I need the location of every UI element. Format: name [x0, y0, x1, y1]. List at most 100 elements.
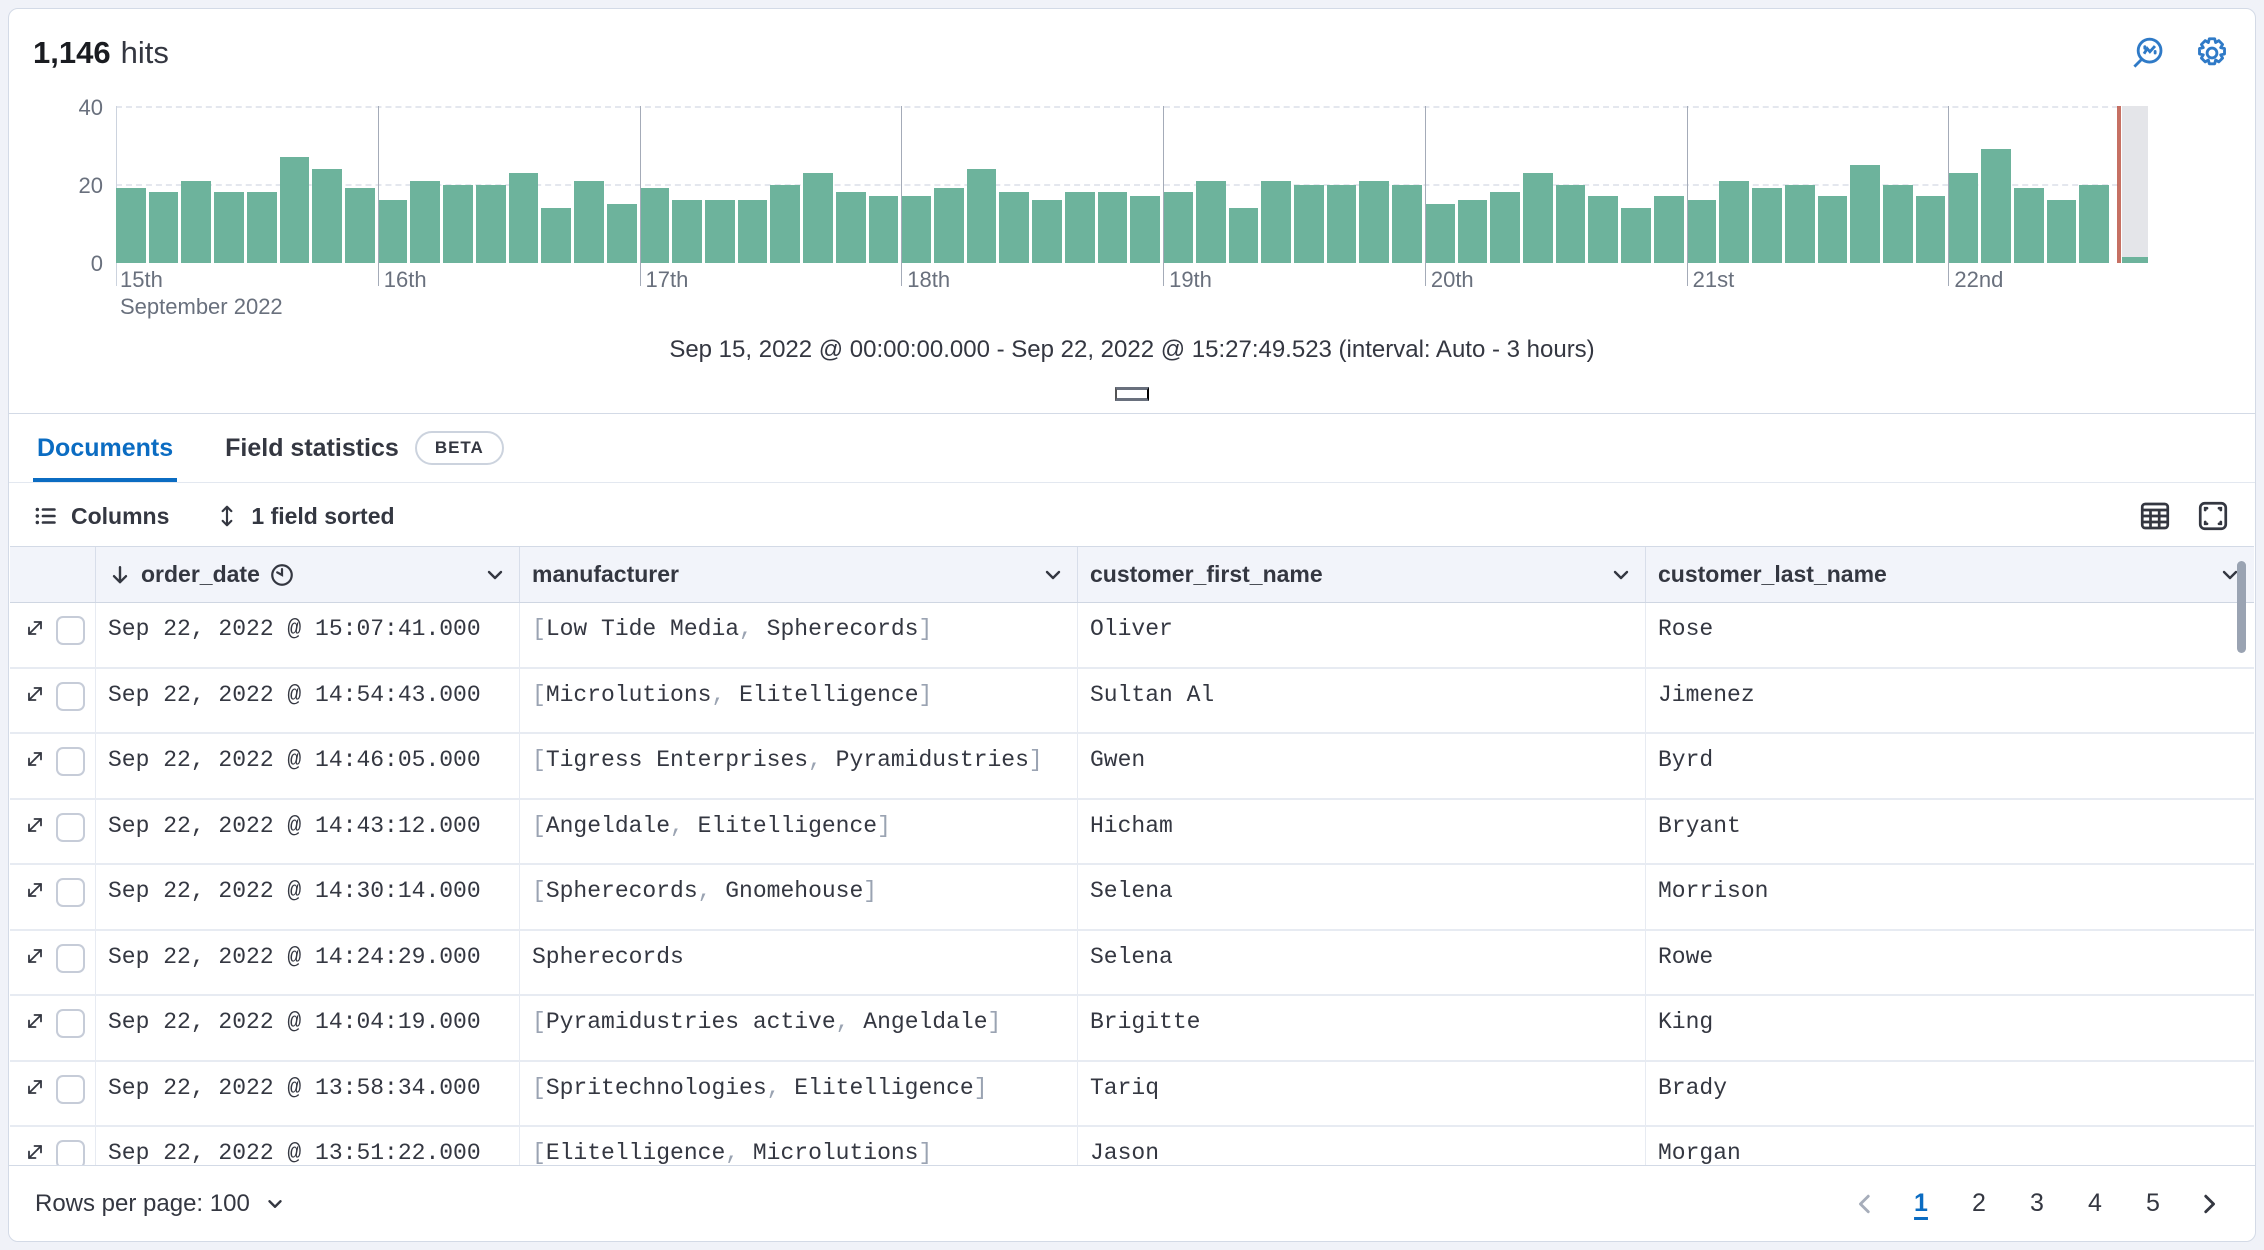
column-header-order_date[interactable]: order_date — [96, 547, 520, 602]
chevron-down-icon[interactable] — [2218, 563, 2242, 587]
expand-row-button[interactable] — [22, 747, 48, 773]
next-page-button[interactable] — [2189, 1182, 2229, 1226]
histogram-bar[interactable] — [1261, 180, 1291, 263]
histogram-plot[interactable] — [116, 106, 2148, 286]
histogram-bar[interactable] — [246, 192, 277, 263]
histogram-bar[interactable] — [1293, 184, 1324, 263]
chart-resize-handle[interactable] — [1115, 387, 1149, 401]
histogram-bar[interactable] — [2046, 200, 2077, 263]
expand-row-button[interactable] — [22, 813, 48, 839]
histogram-bar[interactable] — [1686, 200, 1717, 263]
histogram-bar[interactable] — [606, 204, 637, 263]
page-button-1[interactable]: 1 — [1899, 1182, 1943, 1226]
histogram-bar[interactable] — [2079, 184, 2109, 263]
histogram-bar[interactable] — [1457, 200, 1488, 263]
histogram-bar[interactable] — [835, 192, 866, 263]
row-checkbox[interactable] — [56, 1074, 85, 1104]
histogram-bar[interactable] — [475, 184, 506, 263]
chevron-down-icon[interactable] — [1609, 563, 1633, 587]
histogram-bar[interactable] — [1850, 164, 1880, 263]
row-checkbox[interactable] — [56, 616, 85, 645]
chart-options-button[interactable] — [2189, 30, 2235, 76]
column-header-customer_first_name[interactable]: customer_first_name — [1078, 547, 1646, 602]
row-checkbox[interactable] — [56, 943, 85, 973]
histogram-bar[interactable] — [803, 172, 833, 263]
histogram-bar[interactable] — [181, 180, 212, 263]
row-checkbox[interactable] — [56, 878, 85, 907]
histogram-bar[interactable] — [639, 188, 670, 263]
histogram-bar[interactable] — [868, 196, 899, 263]
vertical-scrollbar[interactable] — [2237, 561, 2246, 653]
histogram-bar[interactable] — [1915, 196, 1946, 263]
histogram-bar[interactable] — [1064, 192, 1095, 263]
histogram-bar[interactable] — [574, 180, 604, 263]
histogram-bar[interactable] — [1359, 180, 1390, 263]
fullscreen-button[interactable] — [2191, 494, 2235, 538]
histogram-bar[interactable] — [2013, 188, 2044, 263]
histogram-bar[interactable] — [1752, 188, 1782, 263]
histogram-bar[interactable] — [1653, 196, 1684, 263]
histogram-bar[interactable] — [966, 168, 997, 263]
histogram-bar[interactable] — [1228, 208, 1259, 263]
row-checkbox[interactable] — [56, 681, 85, 711]
histogram-bar[interactable] — [1326, 184, 1357, 263]
page-button-4[interactable]: 4 — [2073, 1182, 2117, 1226]
histogram-bar[interactable] — [770, 184, 801, 263]
row-checkbox[interactable] — [56, 812, 85, 842]
histogram-bar[interactable] — [1719, 180, 1750, 263]
histogram-bar[interactable] — [214, 192, 244, 263]
histogram-bar[interactable] — [934, 188, 964, 263]
previous-page-button[interactable] — [1845, 1182, 1885, 1226]
chevron-down-icon[interactable] — [1041, 563, 1065, 587]
expand-row-button[interactable] — [22, 878, 48, 904]
histogram-bar[interactable] — [1163, 192, 1193, 263]
expand-row-button[interactable] — [22, 1140, 48, 1166]
histogram-bar[interactable] — [1097, 192, 1128, 263]
histogram-bar[interactable] — [279, 157, 310, 263]
histogram-bar[interactable] — [704, 200, 735, 263]
rows-per-page-button[interactable]: Rows per page: 100 — [35, 1190, 286, 1218]
page-button-5[interactable]: 5 — [2131, 1182, 2175, 1226]
row-checkbox[interactable] — [56, 747, 85, 776]
expand-row-button[interactable] — [22, 616, 48, 642]
histogram-bar[interactable] — [1195, 180, 1226, 263]
inspect-button[interactable] — [2125, 30, 2171, 76]
histogram-bar[interactable] — [1490, 192, 1520, 263]
histogram-bar[interactable] — [1032, 200, 1062, 263]
histogram-bar[interactable] — [901, 196, 932, 263]
histogram-bar[interactable] — [672, 200, 702, 263]
column-header-customer_last_name[interactable]: customer_last_name — [1646, 547, 2254, 602]
histogram-bar[interactable] — [1948, 172, 1979, 263]
row-checkbox[interactable] — [56, 1009, 85, 1038]
histogram-bar[interactable] — [508, 172, 539, 263]
histogram-bar[interactable] — [1424, 204, 1455, 263]
histogram-bar[interactable] — [1621, 208, 1651, 263]
columns-button[interactable]: Columns — [33, 503, 169, 530]
histogram-bar[interactable] — [1817, 196, 1848, 263]
page-button-3[interactable]: 3 — [2015, 1182, 2059, 1226]
histogram-bar[interactable] — [116, 188, 146, 263]
display-options-button[interactable] — [2133, 494, 2177, 538]
histogram-bar[interactable] — [1784, 184, 1815, 263]
histogram-bar[interactable] — [377, 200, 408, 263]
histogram-bar[interactable] — [541, 208, 572, 263]
histogram-bar[interactable] — [1392, 184, 1422, 263]
histogram-bar[interactable] — [148, 192, 179, 263]
histogram-bar[interactable] — [1523, 172, 1553, 263]
histogram-bar[interactable] — [1130, 196, 1161, 263]
histogram-bar[interactable] — [999, 192, 1030, 263]
page-button-2[interactable]: 2 — [1957, 1182, 2001, 1226]
expand-row-button[interactable] — [22, 944, 48, 970]
column-header-manufacturer[interactable]: manufacturer — [520, 547, 1078, 602]
expand-row-button[interactable] — [22, 1075, 48, 1101]
histogram-bar[interactable] — [1588, 196, 1619, 263]
histogram-bar[interactable] — [410, 180, 441, 263]
expand-row-button[interactable] — [22, 682, 48, 708]
histogram-bar[interactable] — [1555, 184, 1586, 263]
sort-fields-button[interactable]: 1 field sorted — [215, 503, 395, 530]
tab-field-statistics[interactable]: Field statistics BETA — [221, 414, 508, 482]
histogram-bar[interactable] — [443, 184, 473, 263]
histogram-bar[interactable] — [312, 168, 343, 263]
histogram-bar[interactable] — [737, 200, 768, 263]
histogram-bar[interactable] — [1882, 184, 1913, 263]
